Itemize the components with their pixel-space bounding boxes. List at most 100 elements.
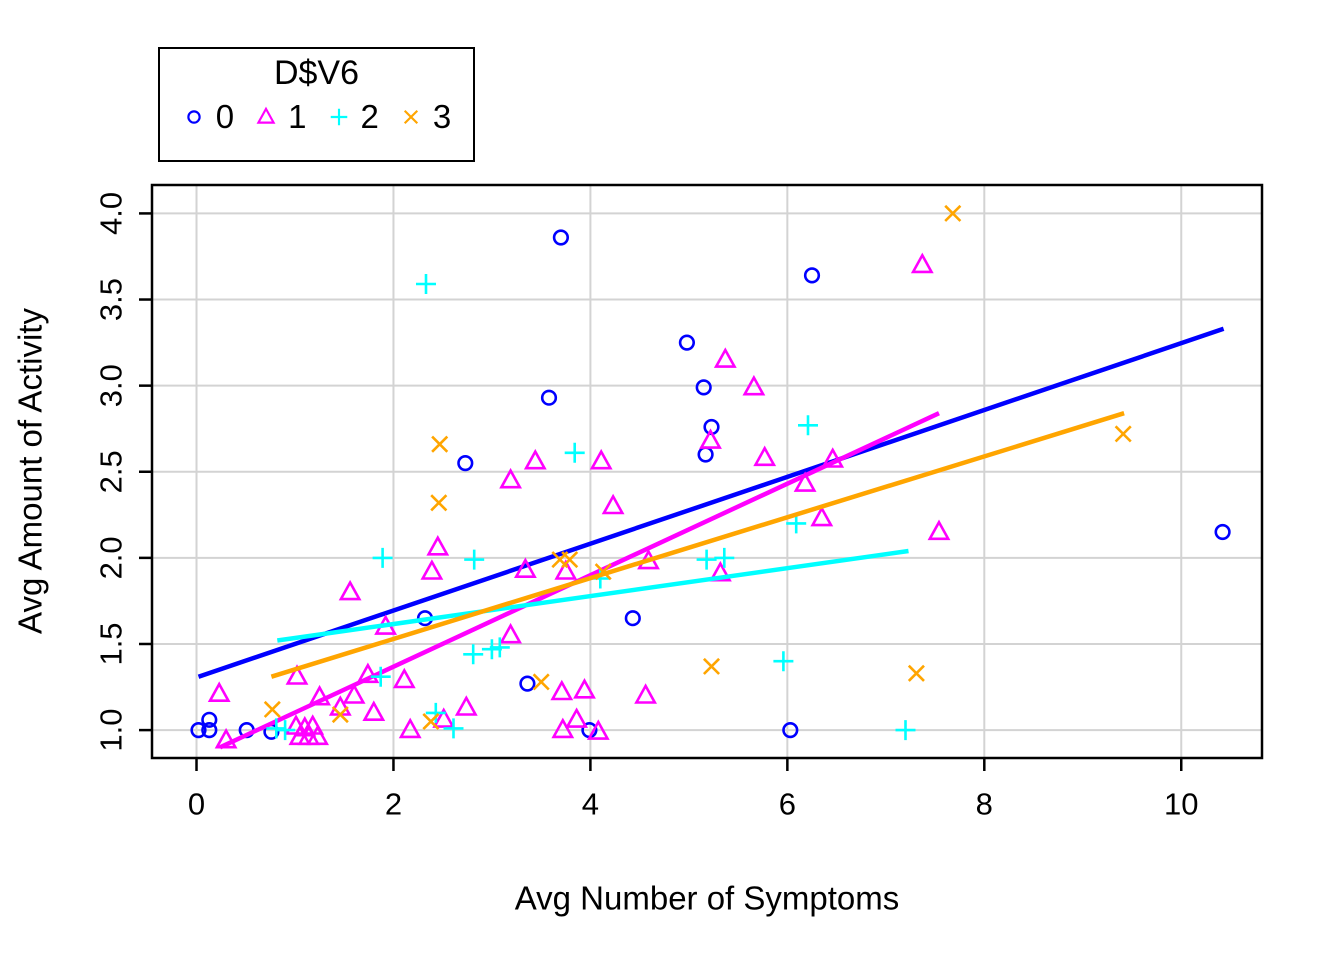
point-group0-9	[552, 229, 570, 246]
series-2	[266, 274, 916, 741]
point-group1-9	[308, 684, 332, 706]
point-group3-7	[561, 551, 579, 569]
legend-marker-cross-icon	[403, 109, 418, 125]
point-group0-2	[201, 711, 218, 728]
point-group3-3	[430, 494, 448, 512]
point-group2-5	[425, 702, 446, 723]
legend-marker-triangle-icon	[256, 106, 276, 124]
point-group3-12	[1114, 425, 1132, 443]
point-group0-1	[201, 721, 218, 739]
point-group1-14	[362, 700, 386, 722]
point-group0-13	[695, 379, 712, 396]
point-group2-18	[895, 720, 916, 741]
x-tick-label-3: 6	[779, 787, 796, 822]
x-axis-label: Avg Number of Symptoms	[515, 880, 900, 917]
legend-item-3: 3	[399, 98, 451, 136]
point-group1-41	[793, 471, 817, 492]
point-group0-0	[190, 721, 207, 739]
point-group2-7	[463, 644, 484, 665]
point-group2-15	[773, 651, 794, 672]
point-group1-26	[550, 679, 574, 701]
point-group2-4	[416, 274, 436, 294]
point-group1-25	[523, 448, 547, 470]
point-group1-39	[742, 374, 766, 396]
y-tick-label-3: 2.5	[94, 450, 129, 493]
point-group0-12	[678, 334, 696, 351]
point-group1-8	[306, 724, 330, 746]
point-group3-4	[431, 435, 449, 453]
legend-marker-circle-icon	[187, 110, 201, 124]
point-group1-20	[432, 707, 456, 728]
point-group0-17	[803, 267, 821, 284]
point-group1-33	[601, 493, 625, 515]
point-group1-24	[513, 557, 537, 579]
point-group1-0	[207, 681, 231, 703]
point-group1-30	[573, 678, 596, 699]
point-group1-29	[565, 707, 589, 728]
point-group2-3	[372, 547, 393, 568]
point-group1-38	[713, 347, 737, 368]
point-group0-16	[782, 721, 799, 739]
legend-item-label: 0	[215, 98, 235, 135]
point-group0-11	[624, 610, 641, 627]
point-group1-21	[454, 695, 478, 716]
point-group1-40	[753, 445, 777, 467]
x-tick-label-1: 2	[385, 787, 402, 822]
point-group1-3	[285, 664, 309, 685]
point-group1-1	[214, 727, 238, 749]
x-axis: 0 2 4 6 8 10	[188, 758, 1198, 822]
point-group1-12	[342, 683, 366, 704]
legend-marker-plus-icon	[330, 108, 347, 126]
series-3	[263, 204, 1132, 731]
point-group0-18	[1214, 523, 1231, 541]
point-group3-2	[422, 712, 440, 731]
point-group1-42	[810, 505, 834, 527]
point-group1-28	[554, 559, 578, 580]
point-group1-27	[551, 717, 575, 739]
point-group1-34	[634, 683, 658, 704]
point-group1-16	[392, 667, 416, 689]
series-0	[190, 229, 1231, 740]
point-group3-5	[532, 673, 550, 691]
point-group1-45	[927, 519, 951, 541]
legend-items: 0 1 2 3	[182, 98, 451, 136]
y-tick-label-4: 3.0	[94, 364, 129, 407]
point-group1-23	[499, 467, 523, 489]
point-group1-36	[699, 428, 722, 449]
point-group1-22	[499, 622, 523, 644]
y-tick-label-5: 3.5	[94, 278, 129, 321]
legend-title: D$V6	[273, 54, 360, 92]
legend: D$V6 0 1 2 3	[158, 47, 475, 162]
point-group2-6	[443, 718, 464, 739]
point-group1-19	[426, 535, 450, 556]
legend-item-label: 1	[288, 98, 307, 135]
point-group2-8	[464, 549, 485, 570]
point-group1-18	[420, 559, 444, 580]
trendline-group2	[276, 548, 909, 643]
legend-item-label: 3	[432, 98, 452, 135]
point-group0-6	[457, 455, 474, 472]
trendline-group0	[197, 326, 1225, 679]
trendline-group3	[270, 411, 1125, 679]
y-tick-label-6: 4.0	[94, 192, 129, 235]
y-tick-label-0: 1.0	[94, 709, 129, 752]
point-group2-13	[696, 549, 717, 570]
point-group1-37	[708, 560, 732, 582]
point-group1-44	[910, 252, 934, 274]
point-group0-8	[540, 389, 558, 406]
point-group3-1	[331, 706, 349, 724]
x-tick-label-0: 0	[188, 787, 205, 822]
plot-generated-content: 0 2 4 6 8 10 1.0 1.5 2.0 2.5 3.0 3.5 4.0	[94, 183, 1264, 822]
point-group1-32	[589, 448, 613, 470]
y-tick-label-2: 2.0	[94, 536, 129, 579]
point-group2-0	[266, 718, 287, 739]
point-group2-1	[275, 720, 296, 741]
y-tick-label-1: 1.5	[94, 622, 129, 665]
point-group1-31	[586, 719, 610, 740]
point-group1-13	[356, 662, 380, 684]
point-group2-2	[370, 666, 391, 687]
point-group2-17	[798, 415, 818, 436]
point-group1-17	[398, 717, 422, 739]
